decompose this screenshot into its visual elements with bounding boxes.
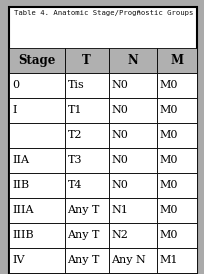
Text: N0: N0 (112, 130, 128, 140)
Text: N1: N1 (112, 205, 128, 215)
Bar (9, 198, 64, 223)
Bar (156, 223, 197, 248)
Bar (109, 98, 156, 123)
Bar (9, 223, 64, 248)
Text: Any T: Any T (67, 230, 100, 240)
Bar (9, 248, 64, 273)
Text: T: T (82, 54, 91, 67)
Bar (64, 98, 109, 123)
Bar (64, 123, 109, 148)
Bar (64, 248, 109, 273)
Text: I: I (12, 105, 17, 115)
Bar (109, 223, 156, 248)
Text: M0: M0 (159, 180, 178, 190)
Text: IIIA: IIIA (12, 205, 33, 215)
Bar (9, 98, 64, 123)
Text: T1: T1 (67, 105, 82, 115)
Text: a: a (137, 9, 140, 14)
Bar (109, 198, 156, 223)
Bar (64, 223, 109, 248)
Bar (156, 173, 197, 198)
Text: T4: T4 (67, 180, 82, 190)
Bar (156, 248, 197, 273)
Text: IV: IV (12, 255, 24, 265)
Bar (109, 73, 156, 98)
Text: T3: T3 (67, 155, 82, 165)
Text: Stage: Stage (18, 54, 55, 67)
Text: IIB: IIB (12, 180, 29, 190)
Text: N0: N0 (112, 180, 128, 190)
Text: IIA: IIA (12, 155, 29, 165)
Text: 0: 0 (12, 81, 19, 90)
Text: T2: T2 (67, 130, 82, 140)
Bar (64, 73, 109, 98)
Text: N2: N2 (112, 230, 128, 240)
Bar (9, 173, 64, 198)
Text: N: N (127, 54, 138, 67)
Text: M0: M0 (159, 105, 178, 115)
Text: M0: M0 (159, 81, 178, 90)
Bar (156, 98, 197, 123)
Text: N0: N0 (112, 155, 128, 165)
Bar (64, 48, 109, 73)
Bar (9, 148, 64, 173)
Text: M0: M0 (159, 205, 178, 215)
Bar (156, 123, 197, 148)
Text: M0: M0 (159, 130, 178, 140)
Text: Any N: Any N (112, 255, 146, 265)
Bar (109, 48, 156, 73)
Text: N0: N0 (112, 105, 128, 115)
Bar (64, 198, 109, 223)
Bar (156, 48, 197, 73)
Bar (9, 48, 64, 73)
Text: Any T: Any T (67, 205, 100, 215)
Bar (109, 123, 156, 148)
Bar (109, 173, 156, 198)
Bar (64, 173, 109, 198)
Bar (156, 198, 197, 223)
Text: IIIB: IIIB (12, 230, 34, 240)
Text: M: M (170, 54, 183, 67)
Text: M0: M0 (159, 230, 178, 240)
Text: M0: M0 (159, 155, 178, 165)
Text: N0: N0 (112, 81, 128, 90)
Text: Table 4. Anatomic Stage/Prognostic Groups: Table 4. Anatomic Stage/Prognostic Group… (14, 10, 194, 16)
Bar (109, 248, 156, 273)
Text: Any T: Any T (67, 255, 100, 265)
Text: Tis: Tis (67, 81, 84, 90)
Bar (9, 123, 64, 148)
Bar (156, 73, 197, 98)
Bar (156, 148, 197, 173)
Bar (9, 73, 64, 98)
Bar (64, 148, 109, 173)
Text: M1: M1 (159, 255, 178, 265)
Bar (109, 148, 156, 173)
